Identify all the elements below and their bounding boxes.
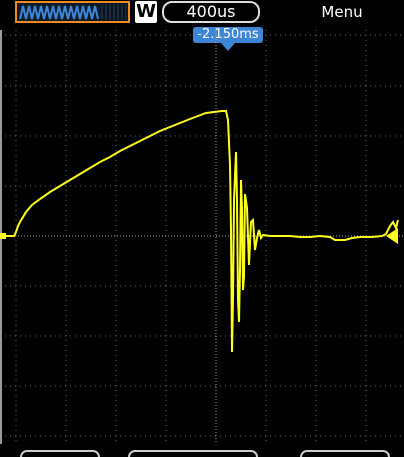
- channel-scale-pill[interactable]: [20, 450, 100, 457]
- offset-pill[interactable]: [128, 450, 258, 457]
- mode-button[interactable]: W: [135, 1, 157, 23]
- memory-depth-indicator: [101, 5, 126, 19]
- channel-1-trace: [2, 110, 399, 353]
- graticule: [0, 30, 404, 444]
- menu-button[interactable]: Menu: [321, 3, 363, 21]
- scope-screen: [0, 30, 404, 444]
- center-axes: [0, 30, 404, 444]
- waveform-thumbnail[interactable]: [15, 1, 130, 23]
- waveform-thumbnail-icon: [19, 5, 99, 20]
- timebase-display[interactable]: 400us: [162, 1, 260, 23]
- ground-level-marker: [0, 233, 6, 239]
- channel-1-marker-icon: [386, 228, 398, 244]
- trigger-level-pill[interactable]: [300, 450, 390, 457]
- bottom-status-bar: [0, 446, 404, 457]
- top-toolbar: W 400us Menu: [0, 0, 404, 26]
- trigger-position-arrow-icon: [221, 43, 235, 51]
- trigger-position-label: -2.150ms: [193, 27, 263, 43]
